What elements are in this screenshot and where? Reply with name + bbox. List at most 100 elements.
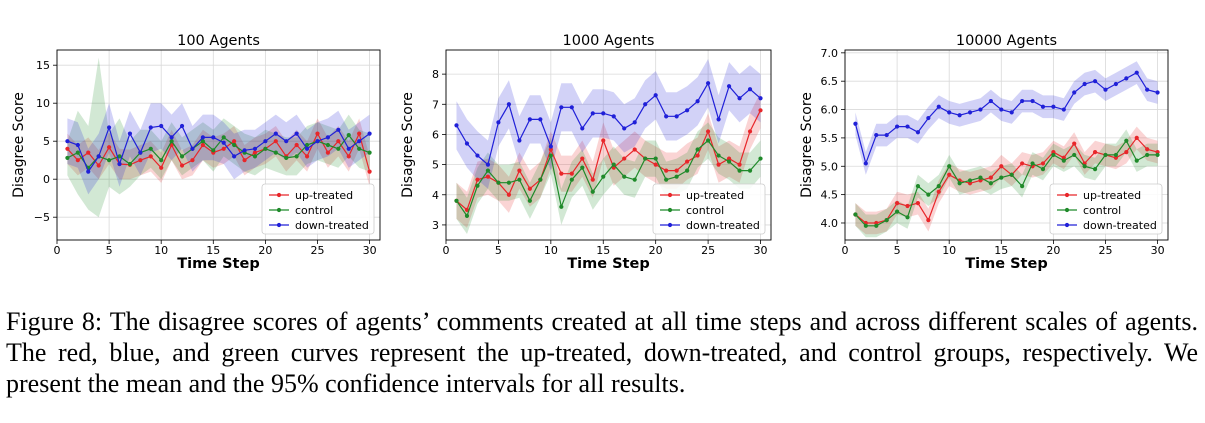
legend-label-control: control xyxy=(295,204,333,217)
data-point-down-treated xyxy=(75,142,80,148)
data-point-up-treated xyxy=(506,192,512,197)
data-point-control xyxy=(304,142,310,148)
data-point-down-treated xyxy=(242,148,247,153)
y-axis-label: Disagree Score xyxy=(11,92,27,198)
data-point-up-treated xyxy=(632,147,637,152)
data-point-down-treated xyxy=(737,96,742,101)
data-point-up-treated xyxy=(622,156,627,161)
data-point-down-treated xyxy=(252,146,258,151)
x-tick-label: 10 xyxy=(154,244,168,257)
y-tick-label: 7 xyxy=(432,98,439,111)
data-point-down-treated xyxy=(548,144,553,149)
data-point-control xyxy=(538,177,543,182)
data-point-up-treated xyxy=(716,162,721,167)
data-point-control xyxy=(758,156,763,161)
data-point-down-treated xyxy=(874,132,879,138)
chart-panel-1000-agents: 0 5 10 15 20 25 30 3 4 5 6 7 8 1000 Agents Time Step Di… xyxy=(400,33,772,272)
data-point-down-treated xyxy=(674,114,679,119)
data-point-control xyxy=(232,142,237,148)
data-point-down-treated xyxy=(294,131,299,136)
y-tick-label: 6 xyxy=(432,128,439,141)
data-point-control xyxy=(263,146,268,151)
data-point-control xyxy=(169,139,174,144)
data-point-down-treated xyxy=(357,139,362,144)
data-point-control xyxy=(853,212,858,217)
data-point-up-treated xyxy=(1134,135,1139,141)
data-point-down-treated xyxy=(284,139,289,144)
data-point-up-treated xyxy=(947,172,952,177)
series-line-up-treated xyxy=(456,110,762,211)
data-point-control xyxy=(1030,161,1035,166)
data-point-control xyxy=(1134,158,1139,163)
data-point-down-treated xyxy=(653,93,658,98)
data-point-down-treated xyxy=(569,105,574,110)
data-point-up-treated xyxy=(75,158,80,163)
x-tick-label: 15 xyxy=(206,244,220,257)
data-point-control xyxy=(475,183,480,188)
data-point-down-treated xyxy=(506,102,512,107)
data-point-control xyxy=(65,155,70,161)
data-point-control xyxy=(967,178,973,183)
data-point-up-treated xyxy=(653,162,658,167)
data-point-down-treated xyxy=(1113,81,1119,87)
data-point-up-treated xyxy=(664,168,669,173)
data-point-up-treated xyxy=(325,150,331,155)
y-tick-label: 15 xyxy=(36,59,50,72)
data-point-down-treated xyxy=(685,108,690,113)
x-tick-label: 0 xyxy=(443,244,450,257)
data-point-control xyxy=(252,154,258,159)
data-point-down-treated xyxy=(517,138,522,143)
x-tick-label: 30 xyxy=(754,244,768,257)
data-point-control xyxy=(664,177,669,182)
chart-title: 10000 Agents xyxy=(956,33,1057,49)
data-point-up-treated xyxy=(315,131,320,136)
y-tick-label: 5 xyxy=(43,135,50,148)
data-point-up-treated xyxy=(148,154,153,159)
confidence-band-up-treated xyxy=(855,126,1158,235)
data-point-down-treated xyxy=(232,154,237,159)
data-point-down-treated xyxy=(1124,76,1129,81)
data-point-up-treated xyxy=(559,171,564,176)
data-point-control xyxy=(926,192,931,197)
data-point-control xyxy=(978,175,983,180)
legend-label-up-treated: up-treated xyxy=(295,189,353,202)
data-point-down-treated xyxy=(325,135,331,140)
data-point-control xyxy=(211,148,216,153)
data-point-up-treated xyxy=(726,156,732,161)
legend-label-down-treated: down-treated xyxy=(1083,219,1157,232)
legend-marker-down-treated xyxy=(276,222,282,228)
figure-caption: Figure 8: The disagree scores of agents’… xyxy=(6,306,1198,399)
data-point-up-treated xyxy=(273,139,278,144)
data-point-down-treated xyxy=(559,105,564,110)
legend-box xyxy=(1049,183,1163,235)
data-point-down-treated xyxy=(957,113,962,118)
data-point-control xyxy=(159,158,164,163)
data-point-down-treated xyxy=(96,154,101,159)
data-point-control xyxy=(947,164,952,169)
confidence-band-down-treated xyxy=(67,103,370,195)
data-point-control xyxy=(863,223,868,228)
data-point-down-treated xyxy=(1082,81,1087,87)
data-point-down-treated xyxy=(1030,98,1035,104)
data-point-up-treated xyxy=(138,158,143,163)
data-point-down-treated xyxy=(485,162,491,167)
data-point-up-treated xyxy=(242,158,247,163)
x-tick-label: 5 xyxy=(894,244,901,257)
data-point-up-treated xyxy=(464,207,470,212)
data-point-control xyxy=(601,174,606,179)
data-point-down-treated xyxy=(758,96,763,101)
data-point-down-treated xyxy=(464,141,470,146)
data-point-down-treated xyxy=(999,107,1004,112)
data-point-down-treated xyxy=(643,102,648,107)
legend-marker-up-treated xyxy=(1064,192,1070,198)
chart-title: 100 Agents xyxy=(177,33,260,49)
chart-panel-10000-agents: 0 5 10 15 20 25 30 4.0 4.5 5.0 5.5 6.0 6.5 7.0 10000 A… xyxy=(799,33,1169,272)
data-point-control xyxy=(496,180,501,185)
x-tick-label: 30 xyxy=(363,244,377,257)
data-point-down-treated xyxy=(1092,79,1098,84)
data-point-control xyxy=(653,156,658,161)
data-point-down-treated xyxy=(601,111,606,116)
data-point-control xyxy=(936,184,941,189)
data-point-up-treated xyxy=(737,162,742,167)
data-point-down-treated xyxy=(705,81,711,86)
